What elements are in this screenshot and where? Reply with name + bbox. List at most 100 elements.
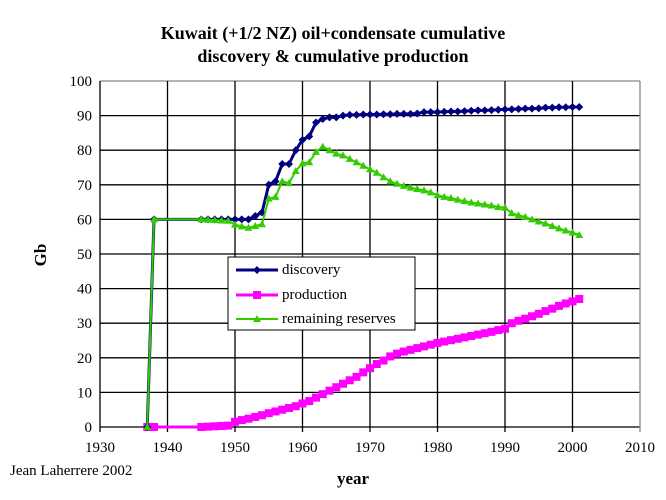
data-point-remaining-reserves: [217, 216, 226, 224]
data-point-production: [224, 421, 233, 430]
data-point-remaining-reserves: [345, 154, 354, 162]
data-point-production: [561, 299, 570, 308]
data-point-remaining-reserves: [386, 177, 395, 185]
data-point-discovery: [318, 115, 327, 124]
data-point-remaining-reserves: [467, 198, 476, 206]
data-point-remaining-reserves: [231, 220, 239, 228]
x-tick-label: 1950: [220, 440, 250, 456]
x-tick-label: 1990: [490, 440, 520, 456]
x-tick-label: 1930: [85, 440, 115, 456]
data-point-production: [379, 356, 388, 365]
data-point-discovery: [453, 107, 462, 116]
data-point-production: [575, 294, 584, 303]
data-point-production: [528, 312, 536, 321]
data-point-production: [359, 368, 368, 377]
y-tick-label: 20: [77, 351, 92, 367]
y-tick-label: 60: [77, 212, 92, 228]
data-point-remaining-reserves: [359, 161, 368, 169]
data-point-discovery: [433, 108, 442, 117]
data-point-production: [426, 340, 435, 349]
data-point-remaining-reserves: [393, 179, 401, 187]
data-point-production: [312, 393, 320, 402]
data-point-discovery: [487, 106, 496, 115]
data-point-remaining-reserves: [440, 192, 449, 200]
legend-marker-production: [253, 291, 261, 299]
legend-marker-remaining-reserves: [253, 315, 261, 322]
data-point-discovery: [393, 109, 401, 118]
data-point-discovery: [460, 107, 469, 116]
data-point-discovery: [345, 110, 354, 119]
data-point-production: [433, 338, 442, 347]
data-point-production: [447, 336, 455, 345]
data-point-production: [318, 390, 327, 399]
data-point-remaining-reserves: [534, 217, 543, 225]
data-point-production: [366, 364, 374, 373]
data-point-production: [325, 386, 334, 395]
data-point-discovery: [271, 177, 280, 186]
data-point-remaining-reserves: [399, 181, 408, 189]
x-tick-label: 2010: [625, 440, 655, 456]
data-point-remaining-reserves: [291, 166, 300, 174]
legend-label-production: production: [282, 287, 347, 303]
data-point-discovery: [298, 135, 307, 144]
data-point-production: [298, 399, 307, 408]
data-point-discovery: [480, 106, 489, 115]
data-point-discovery: [244, 215, 253, 224]
data-point-discovery: [372, 110, 381, 119]
data-point-remaining-reserves: [352, 158, 361, 166]
data-point-discovery: [285, 160, 293, 169]
data-point-discovery: [474, 106, 482, 115]
data-point-production: [480, 329, 489, 338]
data-point-production: [197, 423, 206, 431]
data-point-remaining-reserves: [379, 173, 388, 181]
data-point-discovery: [420, 108, 428, 117]
data-point-remaining-reserves: [143, 423, 152, 430]
data-point-remaining-reserves: [514, 211, 523, 219]
data-point-discovery: [278, 160, 287, 169]
data-point-production: [345, 376, 354, 385]
data-point-discovery: [339, 111, 347, 120]
data-point-production: [555, 301, 563, 310]
data-point-remaining-reserves: [426, 188, 435, 196]
data-point-remaining-reserves: [204, 215, 212, 223]
data-point-discovery: [528, 104, 536, 113]
data-point-discovery: [521, 104, 530, 113]
data-point-remaining-reserves: [433, 191, 442, 199]
data-point-production: [237, 416, 246, 425]
data-point-discovery: [264, 180, 273, 189]
data-point-remaining-reserves: [474, 199, 482, 207]
data-point-remaining-reserves: [312, 147, 320, 155]
data-point-production: [264, 409, 273, 418]
data-point-discovery: [426, 108, 435, 117]
data-point-production: [231, 417, 239, 426]
data-point-remaining-reserves: [332, 149, 341, 157]
data-point-remaining-reserves: [210, 216, 219, 224]
data-point-production: [393, 349, 401, 358]
data-point-remaining-reserves: [298, 159, 307, 167]
data-point-discovery: [237, 215, 246, 224]
data-point-remaining-reserves: [548, 221, 557, 229]
data-point-production: [413, 344, 422, 353]
data-point-production: [204, 422, 212, 431]
data-point-discovery: [352, 110, 361, 119]
data-point-remaining-reserves: [325, 146, 334, 154]
data-point-production: [467, 332, 476, 341]
data-point-discovery: [467, 106, 476, 115]
data-point-remaining-reserves: [318, 142, 327, 150]
data-point-discovery: [447, 107, 455, 116]
y-tick-label: 0: [85, 420, 93, 436]
data-point-remaining-reserves: [494, 202, 503, 210]
data-point-production: [332, 383, 341, 392]
series-discovery: [143, 102, 584, 431]
chart-title-line-1: Kuwait (+1/2 NZ) oil+condensate cumulati…: [161, 23, 506, 44]
data-point-production: [406, 345, 415, 354]
chart-title-line-2: discovery & cumulative production: [197, 46, 468, 66]
data-point-remaining-reserves: [150, 215, 158, 223]
data-point-discovery: [305, 132, 314, 141]
data-point-remaining-reserves: [271, 192, 280, 200]
data-point-remaining-reserves: [501, 203, 509, 211]
data-point-production: [258, 411, 266, 420]
data-point-remaining-reserves: [251, 221, 260, 229]
data-point-remaining-reserves: [568, 228, 577, 236]
